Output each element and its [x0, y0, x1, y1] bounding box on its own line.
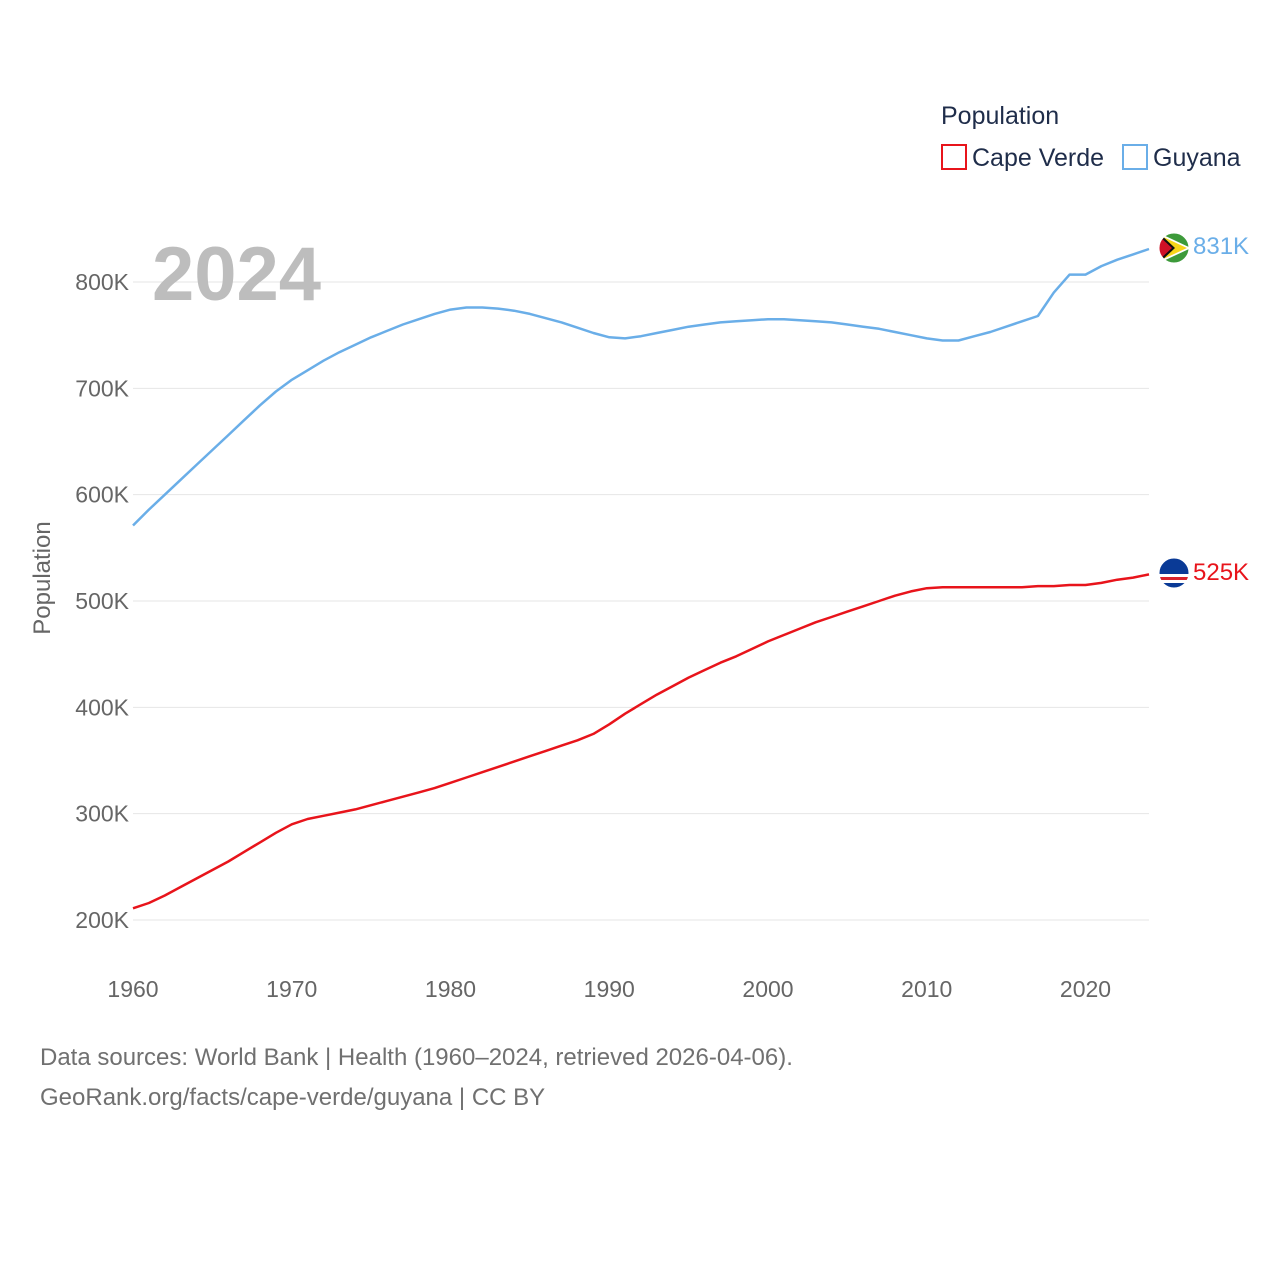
y-tick-label: 300K [75, 801, 129, 827]
legend-swatch-cape-verde[interactable] [941, 144, 967, 170]
legend-title: Population [941, 102, 1059, 130]
cape-verde-flag-icon [1158, 557, 1190, 589]
y-tick-label: 600K [75, 482, 129, 508]
current-year-label: 2024 [152, 232, 321, 317]
x-tick-label: 1960 [107, 976, 158, 1002]
x-tick-label: 1990 [584, 976, 635, 1002]
y-tick-label: 700K [75, 375, 129, 401]
x-tick-label: 2020 [1060, 976, 1111, 1002]
legend-swatch-guyana[interactable] [1122, 144, 1148, 170]
end-label-guyana: 831K [1193, 233, 1249, 260]
y-tick-label: 200K [75, 907, 129, 933]
data-sources-note: Data sources: World Bank | Health (1960–… [40, 1044, 793, 1071]
guyana-flag-icon [1158, 232, 1190, 264]
legend-label-guyana[interactable]: Guyana [1153, 144, 1241, 172]
y-tick-label: 400K [75, 694, 129, 720]
legend-label-cape-verde[interactable]: Cape Verde [972, 144, 1104, 172]
y-axis-ticks: 200K 300K 400K 500K 600K 700K 800K [75, 269, 129, 933]
y-axis-title: Population [29, 521, 56, 634]
grid-lines [133, 281, 1149, 921]
x-tick-label: 1970 [266, 976, 317, 1002]
y-tick-label: 500K [75, 588, 129, 614]
y-tick-label: 800K [75, 269, 129, 295]
series-lines [132, 247, 1150, 910]
x-tick-label: 2000 [742, 976, 793, 1002]
credit-link[interactable]: GeoRank.org/facts/cape-verde/guyana | CC… [40, 1084, 546, 1111]
legend: Population Cape Verde Guyana [941, 102, 1241, 172]
x-tick-label: 2010 [901, 976, 952, 1002]
series-line-cape-verde[interactable] [132, 573, 1150, 910]
x-tick-label: 1980 [425, 976, 476, 1002]
series-line-guyana[interactable] [132, 247, 1150, 527]
end-label-cape-verde: 525K [1193, 559, 1249, 586]
x-axis-ticks: 1960 1970 1980 1990 2000 2010 2020 [107, 976, 1111, 1002]
